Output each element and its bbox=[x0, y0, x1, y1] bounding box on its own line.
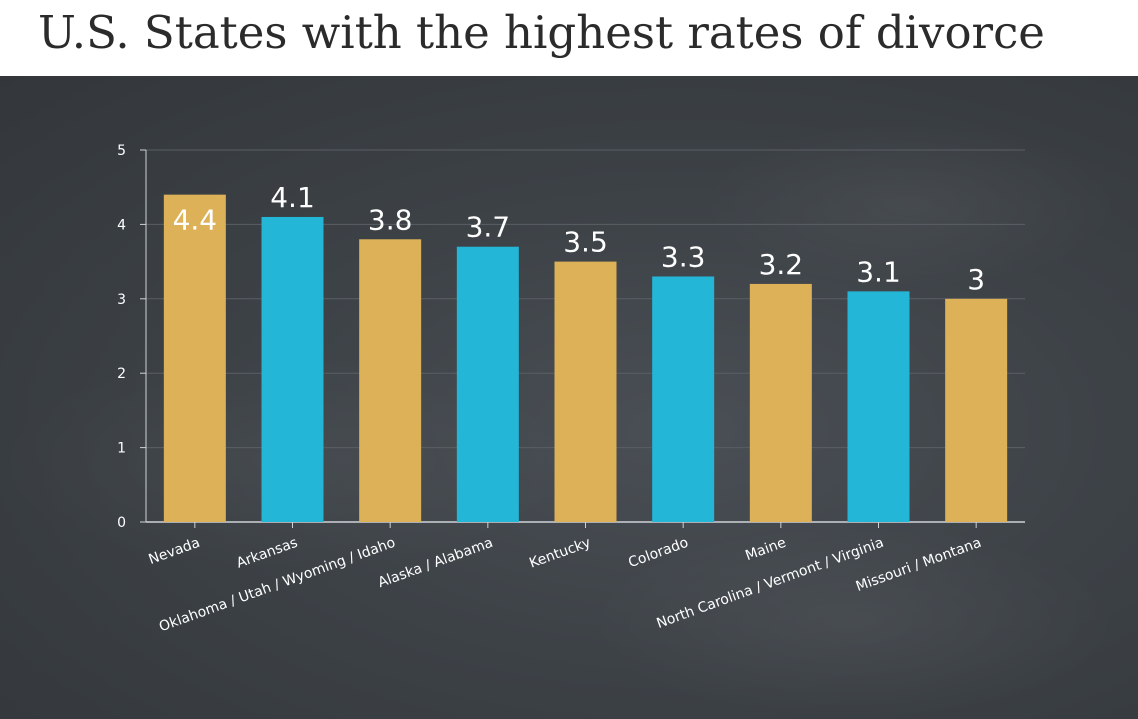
data-label: 4.4 bbox=[173, 204, 218, 237]
y-tick-label: 5 bbox=[117, 143, 126, 159]
y-tick-label: 2 bbox=[117, 366, 126, 382]
y-tick-label: 4 bbox=[117, 217, 126, 233]
bar bbox=[359, 239, 422, 522]
bars bbox=[163, 194, 1008, 522]
data-label: 4.1 bbox=[270, 181, 315, 214]
data-label: 3.7 bbox=[466, 211, 511, 244]
bar bbox=[652, 276, 715, 522]
y-tick-label: 1 bbox=[117, 441, 126, 457]
data-label: 3.2 bbox=[759, 248, 804, 281]
bar bbox=[456, 246, 519, 522]
bar bbox=[749, 283, 812, 522]
data-label: 3 bbox=[967, 263, 985, 296]
bar bbox=[163, 194, 226, 522]
data-label: 3.3 bbox=[661, 240, 706, 273]
x-tick-label: Nevada bbox=[147, 535, 203, 568]
bar bbox=[945, 298, 1008, 522]
page-title: U.S. States with the highest rates of di… bbox=[38, 6, 1045, 59]
x-tick-label: Kentucky bbox=[527, 535, 593, 572]
data-label: 3.5 bbox=[563, 226, 608, 259]
data-label: 3.1 bbox=[856, 255, 901, 288]
x-tick-label: Maine bbox=[743, 535, 788, 564]
header: U.S. States with the highest rates of di… bbox=[0, 0, 1138, 76]
bar bbox=[554, 261, 617, 522]
y-tick-label: 0 bbox=[117, 515, 126, 531]
bar bbox=[847, 291, 910, 522]
y-tick-label: 3 bbox=[117, 292, 126, 308]
bar bbox=[261, 216, 324, 522]
x-tick-label: Arkansas bbox=[234, 535, 299, 572]
x-tick-label: Colorado bbox=[626, 535, 690, 571]
data-label: 3.8 bbox=[368, 203, 413, 236]
